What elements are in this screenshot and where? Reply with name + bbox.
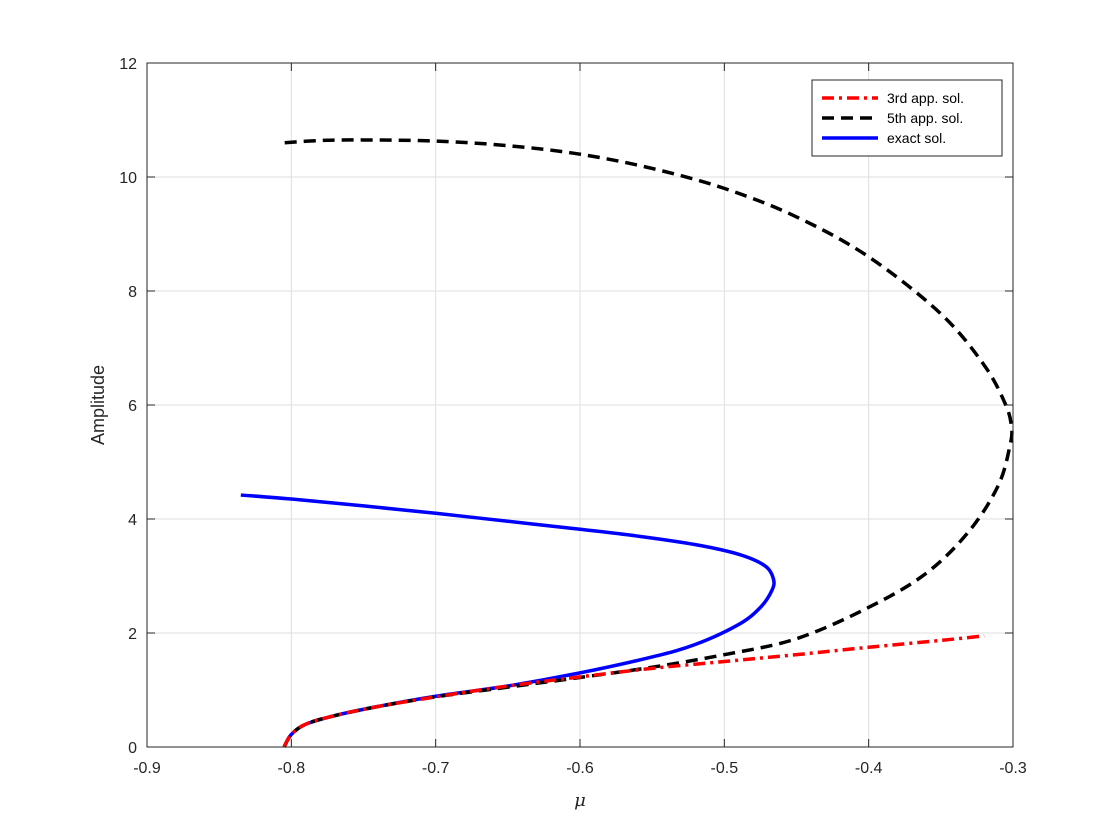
y-tick-label: 2	[128, 626, 137, 643]
x-tick-label: -0.8	[278, 760, 306, 777]
ticks	[146, 62, 1014, 748]
y-tick-label: 6	[128, 398, 137, 415]
x-tick-label: -0.7	[422, 760, 450, 777]
legend-entry-label: exact sol.	[887, 130, 946, 146]
legend: 3rd app. sol. 5th app. sol. exact sol.	[811, 79, 1003, 157]
legend-entry-label: 3rd app. sol.	[887, 90, 964, 106]
x-tick-label: -0.4	[855, 760, 883, 777]
x-tick-label: -0.3	[999, 760, 1027, 777]
tick-labels: -0.9 -0.8 -0.7 -0.6 -0.5 -0.4 -0.3 0 2 4 6 8 10 12	[119, 56, 1027, 777]
x-tick-label: -0.9	[133, 760, 161, 777]
y-tick-label: 10	[119, 170, 137, 187]
y-axis-label: Amplitude	[88, 365, 108, 445]
series-line-5th-app-sol	[282, 138, 1014, 748]
x-tick-label: -0.5	[711, 760, 739, 777]
series-line-3rd-app-sol	[282, 634, 985, 748]
y-tick-label: 0	[128, 740, 137, 757]
plot-lines	[240, 138, 1014, 748]
y-tick-label: 12	[119, 56, 137, 73]
y-tick-label: 8	[128, 284, 137, 301]
x-axis-label: μ	[574, 790, 586, 811]
legend-entry-label: 5th app. sol.	[887, 110, 963, 126]
y-tick-label: 4	[128, 512, 137, 529]
x-tick-label: -0.6	[566, 760, 594, 777]
